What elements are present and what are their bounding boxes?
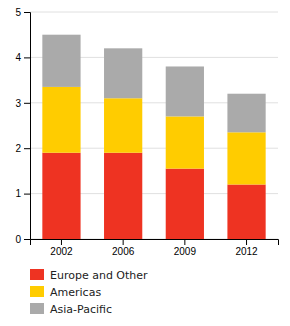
y-tick-label: 0 — [15, 234, 21, 245]
x-tick: 2002 — [50, 239, 73, 257]
y-axis-line — [24, 13, 31, 240]
legend-label: Europe and Other — [50, 269, 148, 282]
y-tick: 3 — [15, 98, 30, 109]
legend-item: Asia-Pacific — [30, 303, 112, 316]
bar — [42, 153, 80, 239]
bar — [166, 116, 204, 168]
chart: 0 1 2 3 4 5 2002 2006 2009 2012 Europe and Other Am… — [0, 0, 290, 326]
y-tick-label: 1 — [15, 188, 21, 199]
plot: 0 1 2 3 4 5 2002 2006 2009 2012 — [15, 7, 278, 257]
bars — [42, 35, 265, 239]
x-tick: 2009 — [174, 239, 197, 257]
y-tick-mark — [24, 12, 30, 13]
legend-swatch — [30, 269, 44, 280]
x-tick: 2006 — [112, 239, 135, 257]
legend-label: Asia-Pacific — [50, 303, 112, 316]
y-tick: 1 — [15, 188, 30, 199]
x-axis-line — [31, 240, 279, 246]
grid-line — [30, 12, 278, 13]
legend-item: Americas — [30, 286, 101, 299]
y-tick: 2 — [15, 143, 30, 154]
y-tick-label: 3 — [15, 98, 21, 109]
x-tick-mark — [184, 239, 185, 245]
y-tick-mark — [24, 194, 30, 195]
bar — [42, 87, 80, 153]
x-tick-label: 2006 — [112, 246, 135, 257]
legend-item: Europe and Other — [30, 269, 148, 282]
y-tick-mark — [24, 103, 30, 104]
legend-label: Americas — [50, 286, 101, 299]
x-tick: 2012 — [235, 239, 258, 257]
grid — [30, 12, 278, 239]
y-tick-mark — [24, 239, 30, 240]
bar — [166, 66, 204, 116]
y-tick: 0 — [15, 234, 30, 245]
legend: Europe and Other Americas Asia-Pacific — [30, 269, 148, 316]
bar — [42, 35, 80, 87]
legend-swatch — [30, 303, 44, 314]
x-tick-mark — [61, 239, 62, 245]
series — [42, 35, 265, 133]
y-tick-label: 2 — [15, 143, 21, 154]
x-tick-mark — [246, 239, 247, 245]
x-tick-mark — [123, 239, 124, 245]
y-tick-label: 4 — [15, 52, 21, 63]
y-tick-label: 5 — [15, 7, 21, 18]
bar — [166, 169, 204, 239]
y-axis: 0 1 2 3 4 5 — [15, 7, 30, 245]
bar — [104, 98, 142, 152]
bar — [227, 94, 265, 133]
bar — [104, 48, 142, 98]
bar — [227, 132, 265, 184]
x-tick-label: 2012 — [235, 246, 258, 257]
y-tick: 5 — [15, 7, 30, 18]
bar — [227, 185, 265, 239]
x-tick-label: 2002 — [50, 246, 73, 257]
bar — [104, 153, 142, 239]
series — [42, 87, 265, 185]
y-tick: 4 — [15, 52, 30, 63]
x-tick-label: 2009 — [174, 246, 197, 257]
legend-swatch — [30, 286, 44, 297]
y-tick-mark — [24, 57, 30, 58]
x-axis: 2002 2006 2009 2012 — [31, 239, 279, 257]
y-tick-mark — [24, 148, 30, 149]
